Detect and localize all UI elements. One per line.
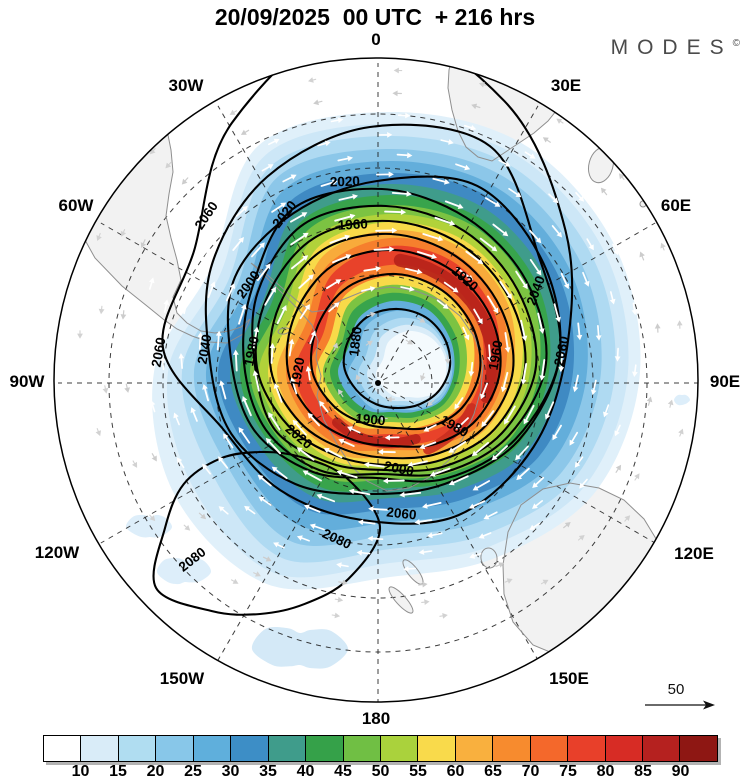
colorbar-cell-0 bbox=[44, 736, 81, 761]
svg-text:150W: 150W bbox=[160, 669, 205, 688]
colorbar-cell-6 bbox=[267, 736, 306, 761]
svg-text:2060: 2060 bbox=[386, 504, 417, 522]
reference-wind-arrow: 50 bbox=[645, 681, 715, 710]
wind-arrows bbox=[77, 67, 698, 619]
svg-text:30E: 30E bbox=[551, 76, 581, 95]
svg-text:180: 180 bbox=[362, 709, 390, 728]
longitude-labels: 0 30E 60E 90E 120E 150E 180 150W 120W 90W 60W 30W bbox=[10, 30, 741, 728]
modes-logo-mark: © bbox=[732, 38, 740, 49]
graticule bbox=[58, 63, 698, 702]
svg-text:120W: 120W bbox=[35, 543, 80, 562]
svg-text:120E: 120E bbox=[674, 544, 714, 563]
colorbar-cell-12 bbox=[492, 736, 530, 761]
colorbar-cell-13 bbox=[529, 736, 568, 761]
svg-text:1960: 1960 bbox=[337, 216, 368, 233]
svg-text:1900: 1900 bbox=[355, 411, 386, 429]
south-pole-marker bbox=[375, 380, 381, 386]
svg-text:1980: 1980 bbox=[241, 335, 262, 368]
modes-logo: MODES© bbox=[611, 36, 740, 60]
svg-text:60W: 60W bbox=[59, 196, 95, 215]
svg-text:50: 50 bbox=[668, 681, 685, 698]
svg-text:1880: 1880 bbox=[346, 326, 365, 358]
svg-text:2060: 2060 bbox=[149, 336, 169, 368]
colorbar-cell-16 bbox=[642, 736, 680, 761]
svg-text:1920: 1920 bbox=[288, 356, 308, 388]
svg-text:2060: 2060 bbox=[551, 335, 572, 368]
colorbar-cell-7 bbox=[305, 736, 343, 761]
colorbar-cell-9 bbox=[379, 736, 418, 761]
map-boundary-circle bbox=[53, 57, 699, 703]
page-title: 20/09/2025 00 UTC + 216 hrs bbox=[214, 4, 536, 30]
colorbar-cell-3 bbox=[155, 736, 193, 761]
svg-text:90E: 90E bbox=[710, 372, 740, 391]
new-zealand-south bbox=[389, 586, 413, 614]
svg-text:2000: 2000 bbox=[383, 458, 416, 479]
svg-text:2020: 2020 bbox=[330, 173, 361, 189]
colorbar-cell-10 bbox=[417, 736, 455, 761]
svg-text:60E: 60E bbox=[661, 196, 691, 215]
geopotential-contours bbox=[152, 58, 574, 616]
svg-text:90W: 90W bbox=[10, 372, 46, 391]
map-inner: 1880190019201920196019601980198020002000… bbox=[58, 58, 698, 702]
svg-text:2040: 2040 bbox=[195, 333, 215, 365]
colorbar-cell-5 bbox=[230, 736, 268, 761]
colorbar-cell-17 bbox=[679, 736, 717, 761]
svg-text:2060: 2060 bbox=[192, 199, 221, 232]
colorbar-cell-11 bbox=[454, 736, 493, 761]
colorbar-cell-4 bbox=[192, 736, 231, 761]
svg-text:0: 0 bbox=[371, 30, 380, 49]
colorbar-cell-14 bbox=[567, 736, 605, 761]
svg-text:1960: 1960 bbox=[486, 339, 506, 371]
svg-text:150E: 150E bbox=[549, 669, 589, 688]
colorbar-cell-2 bbox=[117, 736, 156, 761]
svg-text:30W: 30W bbox=[169, 76, 205, 95]
colorbar-cell-15 bbox=[604, 736, 642, 761]
colorbar-cell-1 bbox=[80, 736, 118, 761]
modes-logo-text: MODES bbox=[610, 36, 733, 59]
colorbar-cell-8 bbox=[342, 736, 380, 761]
colorbar bbox=[43, 735, 718, 762]
